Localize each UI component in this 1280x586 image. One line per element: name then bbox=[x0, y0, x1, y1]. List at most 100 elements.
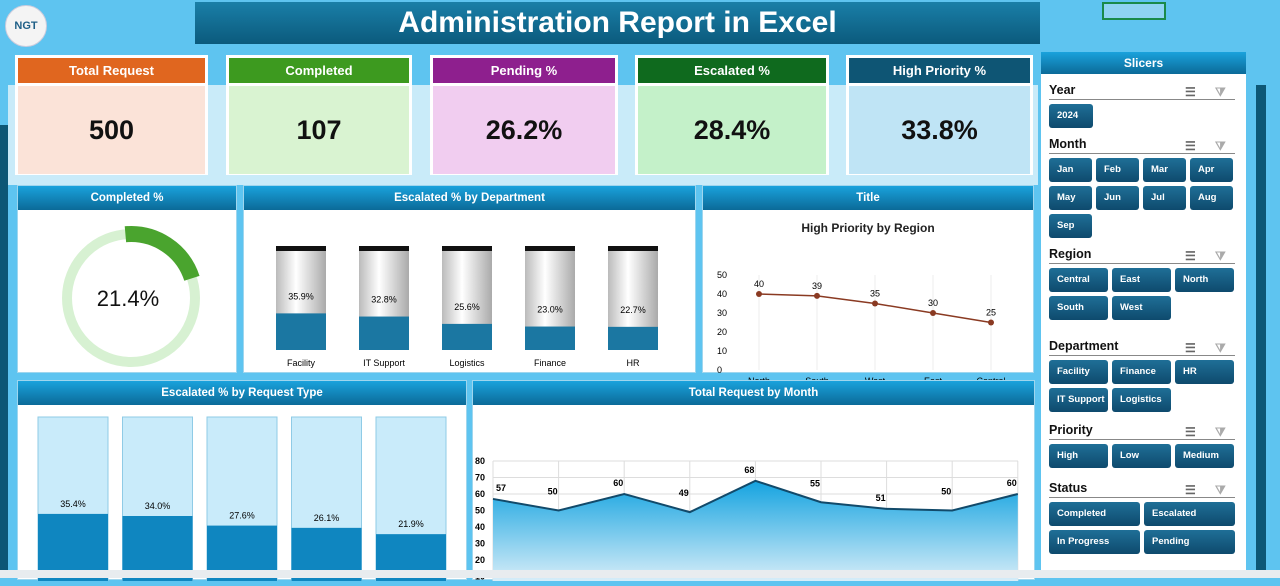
clear-filter-icon[interactable]: ⧩ bbox=[1215, 425, 1226, 439]
month-chart: 01020304050607080575060496855515060 bbox=[475, 456, 1019, 586]
data-label: 51 bbox=[876, 493, 886, 503]
clear-filter-icon[interactable]: ⧩ bbox=[1215, 483, 1226, 497]
left-strip bbox=[0, 125, 8, 578]
slicer-button[interactable]: Apr bbox=[1190, 158, 1233, 182]
slicer-title: Status bbox=[1049, 481, 1088, 495]
data-label: 23.0% bbox=[537, 305, 563, 315]
chart-title: High Priority by Region bbox=[801, 221, 934, 235]
bar-cap bbox=[276, 246, 326, 251]
slicer-button[interactable]: In Progress bbox=[1049, 530, 1140, 554]
bar bbox=[525, 326, 575, 350]
slicer-button[interactable]: Finance bbox=[1112, 360, 1171, 384]
bar bbox=[442, 323, 492, 350]
slicer-month: Month ☰ ⧩ Jan Feb Mar Apr May Jun Jul Aug Sep bbox=[1049, 134, 1235, 238]
slicer-button[interactable]: Jun bbox=[1096, 186, 1139, 210]
data-label: 32.8% bbox=[371, 295, 397, 305]
page-title: Administration Report in Excel bbox=[195, 2, 1040, 44]
x-tick-label: Facility bbox=[287, 358, 316, 368]
bar-cap bbox=[442, 246, 492, 251]
x-tick-label: Logistics bbox=[449, 358, 485, 368]
donut-label: 21.4% bbox=[97, 286, 159, 311]
slicer-button[interactable]: Facility bbox=[1049, 360, 1108, 384]
slicer-button[interactable]: East bbox=[1112, 268, 1171, 292]
data-label: 50 bbox=[548, 487, 558, 497]
x-tick-label: IT Support bbox=[363, 358, 405, 368]
data-label: 60 bbox=[1007, 478, 1017, 488]
slicer-button[interactable]: West bbox=[1112, 296, 1171, 320]
area-fill bbox=[493, 480, 1018, 586]
kpi-card: Pending % 26.2% bbox=[430, 55, 618, 175]
kpi-label: Completed bbox=[229, 58, 409, 83]
data-label: 35.9% bbox=[288, 291, 314, 301]
y-tick-label: 70 bbox=[475, 473, 485, 483]
bar-cap bbox=[608, 246, 658, 251]
data-label: 26.1% bbox=[314, 513, 340, 523]
cell-selection[interactable] bbox=[1102, 2, 1166, 20]
slicer-title: Priority bbox=[1049, 423, 1093, 437]
slicer-button[interactable]: Aug bbox=[1190, 186, 1233, 210]
series-line bbox=[492, 479, 1019, 514]
multi-select-icon[interactable]: ☰ bbox=[1185, 483, 1196, 497]
slicer-button[interactable]: Mar bbox=[1143, 158, 1186, 182]
kpi-value: 28.4% bbox=[638, 86, 826, 174]
dept-chart: 35.9% Facility 32.8% IT Support 25.6% Logisti… bbox=[276, 246, 658, 368]
panel-title: Total Request by Month bbox=[473, 381, 1034, 405]
data-label: 34.0% bbox=[145, 501, 171, 511]
month-panel: Total Request by Month 01020304050607080… bbox=[472, 380, 1035, 586]
kpi-card: High Priority % 33.8% bbox=[846, 55, 1033, 175]
multi-select-icon[interactable]: ☰ bbox=[1185, 425, 1196, 439]
region-panel: Title High Priority by Region 0 10 20 30 40 5… bbox=[702, 185, 1034, 386]
slicer-button[interactable]: Low bbox=[1112, 444, 1171, 468]
slicer-title: Year bbox=[1049, 83, 1076, 97]
slicer-button[interactable]: Completed bbox=[1049, 502, 1140, 526]
slicer-button[interactable]: Sep bbox=[1049, 214, 1092, 238]
kpi-value: 33.8% bbox=[849, 86, 1030, 174]
slicer-button[interactable]: High bbox=[1049, 444, 1108, 468]
clear-filter-icon[interactable]: ⧩ bbox=[1215, 249, 1226, 263]
slicer-button[interactable]: Medium bbox=[1175, 444, 1234, 468]
data-point bbox=[988, 319, 994, 326]
slicer-title: Department bbox=[1049, 339, 1119, 353]
slicer-button[interactable]: Jan bbox=[1049, 158, 1092, 182]
slicer-button[interactable]: Pending bbox=[1144, 530, 1235, 554]
clear-filter-icon[interactable]: ⧩ bbox=[1215, 85, 1226, 99]
data-label: 50 bbox=[941, 487, 951, 497]
right-strip bbox=[1256, 85, 1266, 570]
clear-filter-icon[interactable]: ⧩ bbox=[1215, 341, 1226, 355]
slicer-year: Year ☰ ⧩ 2024 bbox=[1049, 80, 1235, 128]
slicer-department: Department ☰ ⧩ Facility Finance HR IT Support L… bbox=[1049, 336, 1235, 412]
multi-select-icon[interactable]: ☰ bbox=[1185, 139, 1196, 153]
data-label: 49 bbox=[679, 488, 689, 498]
data-point bbox=[814, 292, 820, 299]
slicer-button[interactable]: HR bbox=[1175, 360, 1234, 384]
sheet-bottom bbox=[0, 570, 1280, 578]
slicer-button[interactable]: May bbox=[1049, 186, 1092, 210]
donut-value-arc bbox=[59, 226, 203, 370]
y-tick-label: 60 bbox=[475, 489, 485, 499]
data-label: 21.9% bbox=[398, 519, 424, 529]
data-point bbox=[872, 300, 878, 307]
y-tick-label: 20 bbox=[475, 555, 485, 565]
data-label: 55 bbox=[810, 478, 820, 488]
data-label: 22.7% bbox=[620, 305, 646, 315]
slicer-button[interactable]: Escalated bbox=[1144, 502, 1235, 526]
clear-filter-icon[interactable]: ⧩ bbox=[1215, 139, 1226, 153]
slicer-button[interactable]: South bbox=[1049, 296, 1108, 320]
kpi-value: 107 bbox=[229, 86, 409, 174]
slicer-button[interactable]: Logistics bbox=[1112, 388, 1171, 412]
slicer-button[interactable]: Feb bbox=[1096, 158, 1139, 182]
data-label: 40 bbox=[754, 279, 764, 289]
multi-select-icon[interactable]: ☰ bbox=[1185, 249, 1196, 263]
slicer-button[interactable]: Central bbox=[1049, 268, 1108, 292]
slicer-button[interactable]: North bbox=[1175, 268, 1234, 292]
y-tick-label: 30 bbox=[475, 539, 485, 549]
multi-select-icon[interactable]: ☰ bbox=[1185, 341, 1196, 355]
multi-select-icon[interactable]: ☰ bbox=[1185, 85, 1196, 99]
kpi-card: Total Request 500 bbox=[15, 55, 208, 175]
slicer-button[interactable]: 2024 bbox=[1049, 104, 1093, 128]
y-tick-label: 10 bbox=[717, 346, 727, 356]
slicer-button[interactable]: IT Support bbox=[1049, 388, 1108, 412]
slicer-button[interactable]: Jul bbox=[1143, 186, 1186, 210]
slicer-title: Month bbox=[1049, 137, 1087, 151]
y-tick-label: 30 bbox=[717, 308, 727, 318]
